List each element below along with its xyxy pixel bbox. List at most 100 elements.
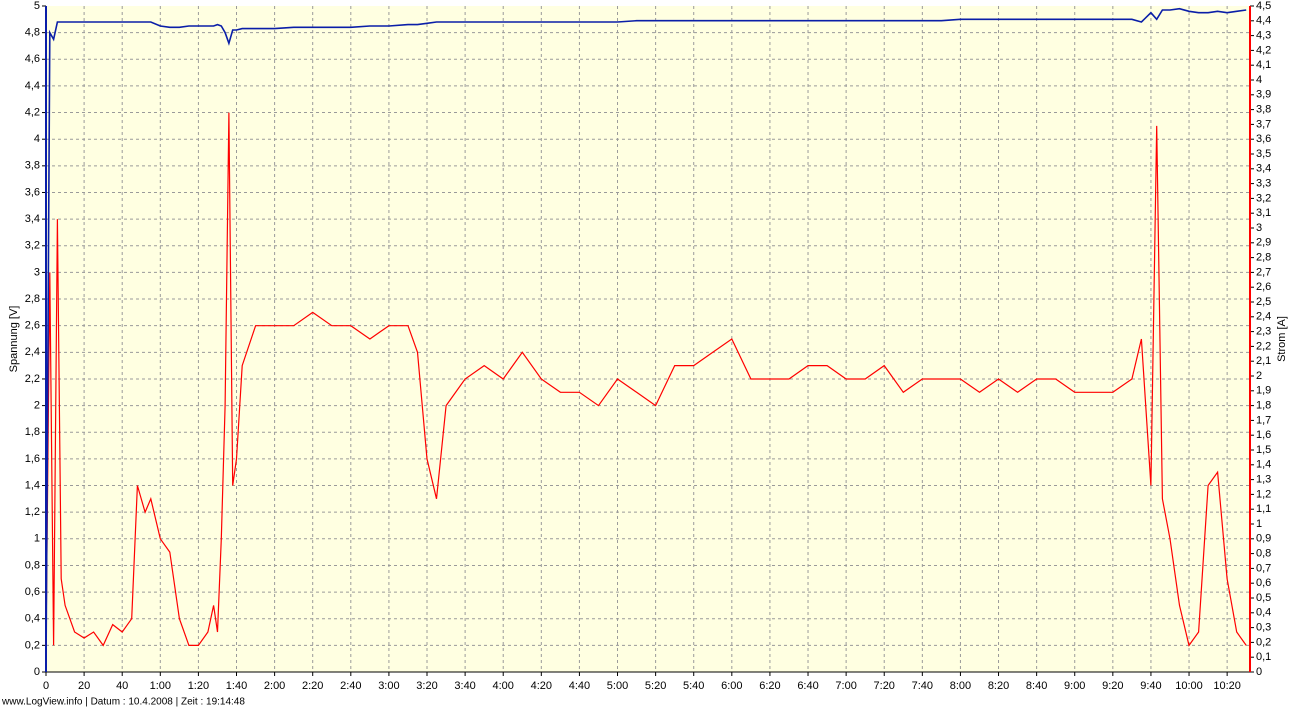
y-tick-label: 0,2 <box>25 639 40 651</box>
y2-tick-label: 0,5 <box>1256 592 1271 604</box>
y-tick-label: 2,8 <box>25 293 40 305</box>
y2-tick-label: 4,5 <box>1256 0 1271 12</box>
x-tick-label: 6:20 <box>759 680 780 692</box>
y-tick-label: 0,6 <box>25 586 40 598</box>
x-tick-label: 4:20 <box>531 680 552 692</box>
x-tick-label: 2:00 <box>264 680 285 692</box>
y2-tick-label: 3,4 <box>1256 163 1271 175</box>
y-tick-label: 4,2 <box>25 106 40 118</box>
x-tick-label: 3:00 <box>378 680 399 692</box>
x-tick-label: 10:20 <box>1213 680 1241 692</box>
y-tick-label: 5 <box>34 0 40 12</box>
y2-tick-label: 0,7 <box>1256 562 1271 574</box>
y-tick-label: 4 <box>34 133 40 145</box>
y-tick-label: 0,4 <box>25 613 40 625</box>
y2-tick-label: 3,8 <box>1256 104 1271 116</box>
x-tick-label: 6:40 <box>797 680 818 692</box>
y2-tick-label: 1,2 <box>1256 488 1271 500</box>
x-tick-label: 10:00 <box>1175 680 1203 692</box>
x-tick-label: 4:40 <box>569 680 590 692</box>
y-tick-label: 2 <box>34 400 40 412</box>
y2-tick-label: 1,4 <box>1256 459 1271 471</box>
y2-tick-label: 2,4 <box>1256 311 1271 323</box>
x-tick-label: 5:00 <box>607 680 628 692</box>
y-tick-label: 4,6 <box>25 53 40 65</box>
y-tick-label: 4,8 <box>25 27 40 39</box>
y2-tick-label: 3,7 <box>1256 118 1271 130</box>
y2-tick-label: 0,6 <box>1256 577 1271 589</box>
y2-tick-label: 0,8 <box>1256 548 1271 560</box>
y2-tick-label: 1,8 <box>1256 400 1271 412</box>
y2-tick-label: 0 <box>1256 666 1262 678</box>
y2-tick-label: 2,9 <box>1256 237 1271 249</box>
y-tick-label: 0 <box>34 666 40 678</box>
y2-tick-label: 3,2 <box>1256 192 1271 204</box>
plot-area <box>46 6 1250 672</box>
x-tick-label: 5:40 <box>683 680 704 692</box>
x-tick-label: 8:00 <box>950 680 971 692</box>
y-tick-label: 4,4 <box>25 80 40 92</box>
x-tick-label: 40 <box>116 680 128 692</box>
y2-tick-label: 2,7 <box>1256 266 1271 278</box>
y2-tick-label: 0,2 <box>1256 636 1271 648</box>
y2-tick-label: 2,8 <box>1256 252 1271 264</box>
y2-tick-label: 0,1 <box>1256 651 1271 663</box>
x-tick-label: 1:00 <box>150 680 171 692</box>
y2-tick-label: 3,1 <box>1256 207 1271 219</box>
y2-tick-label: 0,9 <box>1256 533 1271 545</box>
y-tick-label: 1,4 <box>25 479 40 491</box>
x-tick-label: 5:20 <box>645 680 666 692</box>
x-tick-label: 9:20 <box>1102 680 1123 692</box>
y2-tick-label: 2 <box>1256 370 1262 382</box>
y2-tick-label: 4 <box>1256 74 1262 86</box>
x-tick-label: 1:40 <box>226 680 247 692</box>
x-tick-label: 3:20 <box>416 680 437 692</box>
x-tick-label: 8:40 <box>1026 680 1047 692</box>
x-tick-label: 6:00 <box>721 680 742 692</box>
y2-tick-label: 3,9 <box>1256 89 1271 101</box>
y-tick-label: 1 <box>34 533 40 545</box>
y2-tick-label: 2,1 <box>1256 355 1271 367</box>
x-tick-label: 9:40 <box>1140 680 1161 692</box>
x-tick-label: 7:40 <box>912 680 933 692</box>
y-tick-label: 0,8 <box>25 559 40 571</box>
y2-tick-label: 3,6 <box>1256 133 1271 145</box>
x-tick-label: 9:00 <box>1064 680 1085 692</box>
x-tick-label: 0 <box>43 680 49 692</box>
x-tick-label: 2:40 <box>340 680 361 692</box>
x-tick-label: 4:00 <box>493 680 514 692</box>
y2-tick-label: 2,5 <box>1256 296 1271 308</box>
data-line <box>45 112 1247 647</box>
y2-tick-label: 1,1 <box>1256 503 1271 515</box>
y2-tick-label: 3,3 <box>1256 178 1271 190</box>
footer: www.LogView.info | Datum : 10.4.2008 | Z… <box>1 697 245 708</box>
x-tick-label: 7:00 <box>835 680 856 692</box>
y2-tick-label: 3 <box>1256 222 1262 234</box>
y2-tick-label: 2,2 <box>1256 340 1271 352</box>
y2-tick-label: 1,5 <box>1256 444 1271 456</box>
y-tick-label: 2,6 <box>25 320 40 332</box>
y2-tick-label: 4,3 <box>1256 30 1271 42</box>
y2-tick-label: 2,6 <box>1256 281 1271 293</box>
y2-tick-label: 1 <box>1256 518 1262 530</box>
y2-tick-label: 3,5 <box>1256 148 1271 160</box>
y2-tick-label: 4,1 <box>1256 59 1271 71</box>
y-tick-label: 1,8 <box>25 426 40 438</box>
x-tick-label: 1:20 <box>188 680 209 692</box>
y2-tick-label: 1,6 <box>1256 429 1271 441</box>
y-tick-label: 3 <box>34 266 40 278</box>
y-tick-label: 1,6 <box>25 453 40 465</box>
y-tick-label: 1,2 <box>25 506 40 518</box>
y-tick-label: 3,2 <box>25 240 40 252</box>
y-tick-label: 3,4 <box>25 213 40 225</box>
y2-axis-label: Strom [A] <box>1276 316 1288 362</box>
y-tick-label: 2,2 <box>25 373 40 385</box>
x-tick-label: 7:20 <box>874 680 895 692</box>
x-tick-label: 2:20 <box>302 680 323 692</box>
y2-tick-label: 4,2 <box>1256 44 1271 56</box>
x-tick-label: 20 <box>78 680 90 692</box>
y2-tick-label: 1,3 <box>1256 474 1271 486</box>
y2-tick-label: 0,3 <box>1256 622 1271 634</box>
y-tick-label: 3,6 <box>25 186 40 198</box>
